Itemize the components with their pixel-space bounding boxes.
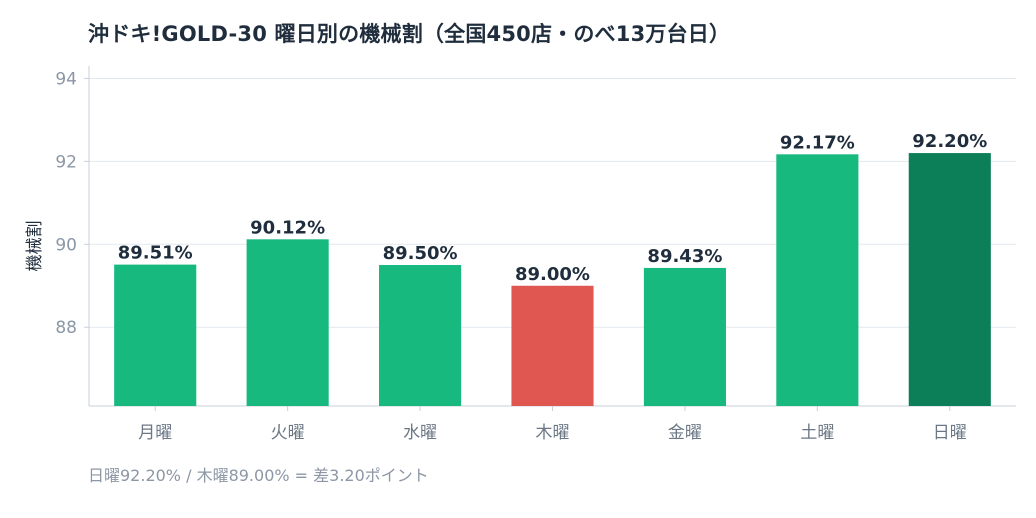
y-axis-label: 機械割 [25, 221, 45, 272]
x-tick-label: 土曜 [800, 423, 834, 443]
bar-6 [776, 154, 859, 406]
bar-4 [511, 285, 594, 406]
x-tick-label: 金曜 [668, 423, 702, 443]
x-tick-label: 日曜 [933, 423, 967, 443]
bar-2 [246, 239, 329, 406]
x-tick-label: 月曜 [138, 423, 172, 443]
bar-5 [643, 267, 726, 406]
data-label: 89.50% [383, 243, 458, 264]
y-tick-label: 94 [55, 69, 77, 89]
x-tick-label: 火曜 [271, 423, 305, 443]
bar-3 [379, 265, 462, 406]
x-tick-label: 木曜 [536, 423, 570, 443]
y-tick-label: 88 [55, 318, 77, 338]
chart-title: 沖ドキ!GOLD-30 曜日別の機械割（全国450店・のべ13万台日） [88, 22, 731, 46]
bar-1 [114, 264, 197, 406]
data-label: 92.20% [912, 131, 987, 152]
data-label: 89.43% [647, 246, 722, 267]
data-label: 89.51% [118, 243, 193, 264]
y-tick-label: 92 [55, 152, 77, 172]
data-label: 92.17% [780, 132, 855, 153]
data-label: 90.12% [250, 217, 325, 238]
bar-7 [908, 153, 991, 406]
x-tick-label: 水曜 [403, 423, 437, 443]
y-tick-label: 90 [55, 235, 77, 255]
data-label: 89.00% [515, 264, 590, 285]
footnote: 日曜92.20% / 木曜89.00% = 差3.20ポイント [88, 466, 429, 485]
